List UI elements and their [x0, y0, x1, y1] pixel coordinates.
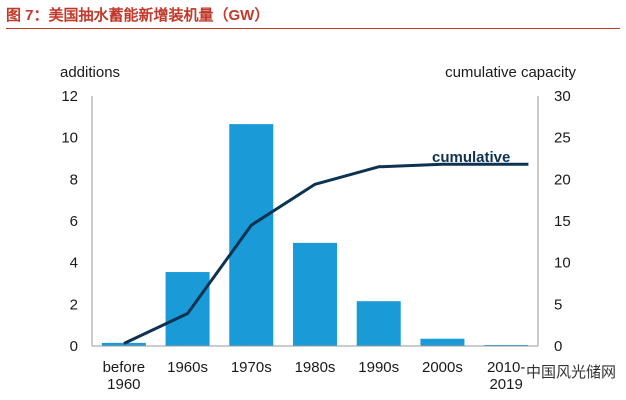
bar-3: [293, 242, 337, 346]
y-axis-right-label: cumulative capacity: [445, 64, 576, 81]
y-left-tick-label: 6: [70, 213, 78, 230]
y-right-tick-label: 20: [554, 171, 571, 188]
bar-4: [356, 301, 401, 346]
x-tick-label: 1990s: [358, 359, 399, 376]
y-left-tick-label: 0: [70, 338, 78, 355]
y-right-tick-label: 10: [554, 255, 571, 272]
x-tick-label: 2000s: [422, 359, 463, 376]
y-right-tick-label: 0: [554, 338, 562, 355]
y-right-tick-label: 5: [554, 296, 562, 313]
figure-title: 图 7：美国抽水蓄能新增装机量（GW）: [6, 7, 270, 24]
watermark: 中国风光储网: [525, 364, 616, 381]
cumulative-annotation: cumulative: [432, 149, 510, 166]
x-tick-label: 1960s: [167, 359, 208, 376]
y-left-tick-label: 4: [70, 255, 78, 272]
x-tick-label: 1980s: [295, 359, 336, 376]
bar-2: [229, 124, 274, 346]
y-right-tick-label: 15: [554, 213, 571, 230]
y-axis-left-label: additions: [60, 64, 120, 81]
y-left-tick-label: 10: [61, 130, 78, 147]
x-tick-label: 1970s: [231, 359, 272, 376]
x-tick-label: 2010-: [487, 359, 525, 376]
y-left-tick-label: 2: [70, 296, 78, 313]
bar-1: [165, 272, 210, 346]
y-right-tick-label: 30: [554, 88, 571, 105]
cumulative-line: [123, 162, 529, 345]
bar-5: [420, 338, 465, 346]
bar-0: [101, 342, 146, 346]
x-tick-label: 1960: [107, 376, 140, 393]
y-left-tick-label: 12: [61, 88, 78, 105]
y-left-tick-label: 8: [70, 171, 78, 188]
x-tick-label: 2019: [489, 376, 522, 393]
x-tick-label: before: [103, 359, 146, 376]
y-right-tick-label: 25: [554, 130, 571, 147]
bar-6: [484, 344, 529, 346]
title-divider: [6, 28, 620, 29]
